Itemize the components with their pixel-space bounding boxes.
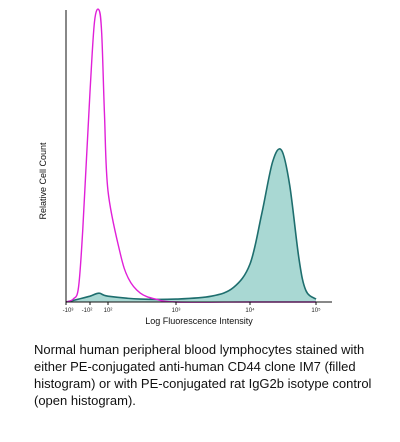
x-axis-label: Log Fluorescence Intensity <box>145 316 253 326</box>
x-tick-label: 10⁴ <box>245 307 255 314</box>
cd44-histogram-fill <box>66 148 316 302</box>
x-tick-label: 10⁵ <box>311 307 321 314</box>
series-layer <box>65 8 317 303</box>
isotype-control-histogram-line <box>65 8 316 303</box>
figure-caption: Normal human peripheral blood lymphocyte… <box>34 342 372 408</box>
histogram-plot: -10³ -10² 10² 10³ 10⁴ 10⁵ <box>63 8 332 314</box>
cd44-histogram-line <box>65 148 317 303</box>
x-tick-label: -10² <box>82 308 93 314</box>
x-tick-label: 10³ <box>172 308 181 314</box>
x-tick-label: -10³ <box>63 308 74 314</box>
x-tick-layer: -10³ -10² 10² 10³ 10⁴ 10⁵ <box>63 302 321 314</box>
x-tick-label: 10² <box>104 308 113 314</box>
